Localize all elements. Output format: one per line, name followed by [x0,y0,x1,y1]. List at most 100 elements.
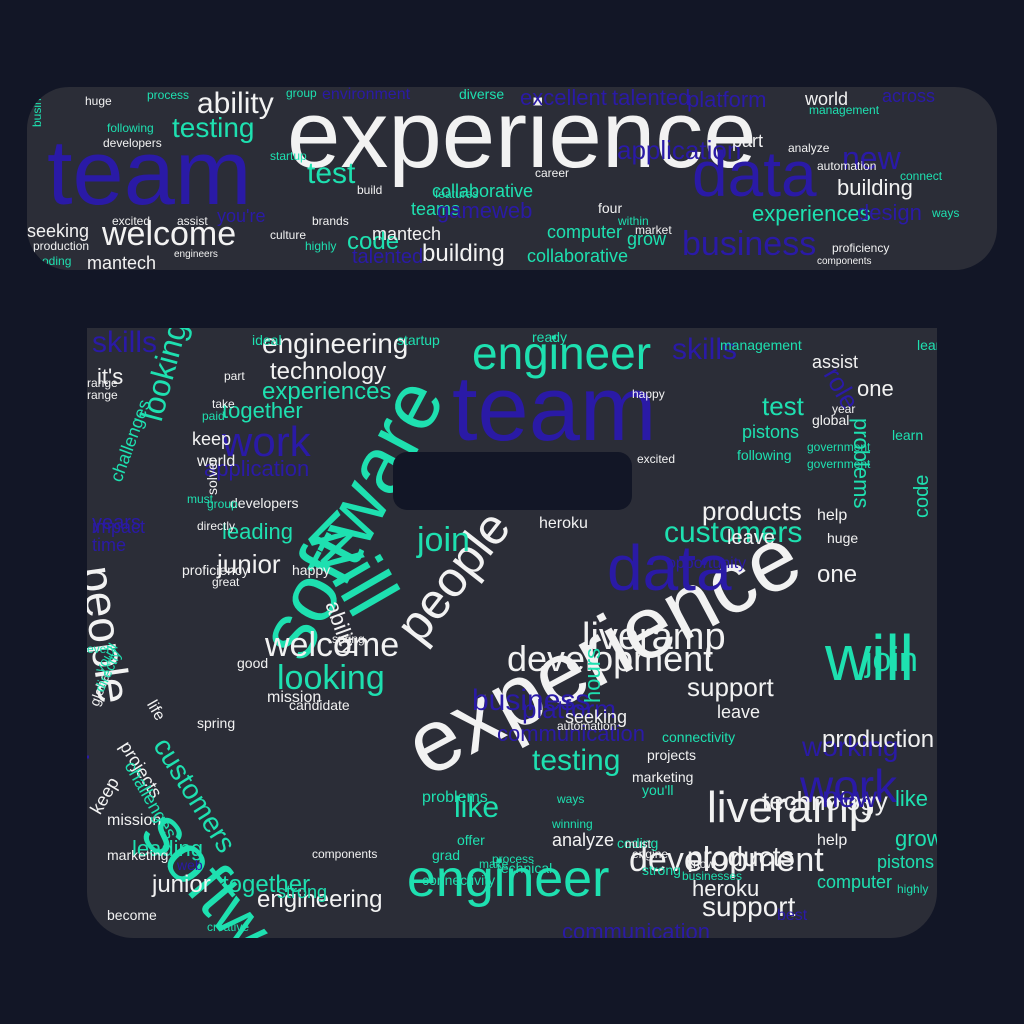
box-word-every: every [87,642,117,656]
box-word-help: help [817,832,848,849]
box-word-assist: assist [812,352,859,372]
lid-word-data: data [692,138,817,210]
box-word-you-ll: you'll [642,782,674,798]
box-word-huge: huge [827,530,859,546]
box-word-technical: technical [497,860,553,876]
box-word-world: world [197,453,236,470]
box-word-development: development [629,841,824,879]
box-word-analyze: analyze [552,830,615,850]
box-word-one: one [857,376,894,401]
lid-word-teams: teams [411,199,461,219]
box-word-creative: creative [207,920,250,934]
box-word-seeking: seeking [565,707,628,727]
box-word-marketing: marketing [107,847,169,863]
box-word-technology: technology [270,358,387,385]
box-word-process: process [492,852,535,866]
box-word-like: like [895,786,929,811]
lid-word-features: features [435,187,479,201]
box-word-know: know [687,857,716,871]
box-word-connectivity: connectivity [662,729,736,745]
lid-word-management: management [809,103,880,117]
box-word-learn: learn [892,427,924,443]
box-word-role: role [87,723,94,780]
box-word-life: life [143,697,169,724]
box-word-support: support [702,891,796,922]
box-word-keep: keep [87,773,123,818]
lid-word-huge: huge [85,94,112,108]
lid-word-new: new [842,140,901,176]
box-word-heroku: heroku [692,876,760,901]
box-word-testing: testing [532,744,621,777]
box-word-heroku: heroku [539,515,588,532]
box-word-solver: solver [204,457,220,495]
lid-word-across: across [882,87,936,106]
box-word-business: business [472,684,591,717]
box-body-shape: team experience software software will will pe… [87,328,937,938]
box-word-years: years [92,512,141,534]
box-word-pistons: pistons [877,852,935,872]
box-word-paid: paid [202,409,225,423]
box-word-year: year [832,402,856,416]
box-word-leave: leave [717,702,761,722]
box-word-management: management [720,337,802,353]
box-word-work: work [800,760,898,812]
box-word-working: working [802,731,899,762]
box-word-ideal: ideal [252,332,282,348]
box-word-computer: computer [817,872,893,892]
box-word-startup: startup [397,332,440,348]
box-word-web: web [177,857,203,873]
lid-word-analyze: analyze [788,141,830,155]
box-word-liveramp: liveramp [582,616,726,658]
lid-word-four: four [598,200,623,216]
box-word-following: following [737,447,792,463]
box-word-liveramp: liveramp [707,783,874,832]
box-word-marketing: marketing [632,769,694,785]
box-word-strong: strong [277,882,328,902]
lid-word-excited: excited [112,214,151,228]
box-word-range: range [87,388,118,402]
box-word-mission: mission [267,689,322,706]
lid-word-ways: ways [932,206,960,220]
box-word-customers: customers [664,516,803,549]
lid-word-grow: grow [627,229,667,249]
lid-word-welcome: welcome [102,215,237,253]
box-word-team: team [452,358,657,460]
box-word-candidate: candidate [289,697,350,713]
box-word-engineering: engineering [257,886,383,913]
lid-word-build: build [357,183,383,197]
lid-word-part: part [732,131,764,151]
box-word-like: like [454,791,500,824]
lid-word-world: world [805,89,849,109]
lid-word-assist: assist [177,214,208,228]
box-word-businesses: businesses [682,869,743,883]
lid-word-team: team [47,122,252,224]
box-word-looking: looking [277,659,385,697]
box-word-directly: directly [197,519,236,533]
box-word-global: global [812,412,850,428]
lid-word-talented: talented [352,246,424,268]
box-word-hours: hours [580,647,605,703]
box-word-group: group [207,497,238,511]
box-word-communication: communication [497,721,645,746]
lid-word-diverse: diverse [459,87,505,102]
box-word-make: make [479,857,509,871]
lid-word-building: building [837,175,913,200]
box-word-engine: engine [632,847,669,861]
box-word-products: products [687,841,795,872]
lid-word-gameweb: gameweb [437,198,533,223]
box-word-range: range [87,376,118,390]
lid-word-experiences: experiences [752,201,871,226]
box-word-developers: developers [230,495,299,511]
box-word-engineering: engineering [262,328,409,359]
box-word-junior: junior [152,871,211,898]
lid-word-you-re: you're [217,206,266,226]
box-word-become: become [107,907,157,923]
lid-word-experience: experience [287,87,757,188]
box-word-test: test [762,391,804,421]
lid-word-building: building [422,240,505,267]
lid-word-excellent: excellent [520,87,607,110]
lid-word-engineers: engineers [174,249,218,260]
lid-word-connect: connect [900,169,943,183]
box-word-production: production [822,726,935,753]
lid-word-collaborative: collaborative [527,246,629,266]
